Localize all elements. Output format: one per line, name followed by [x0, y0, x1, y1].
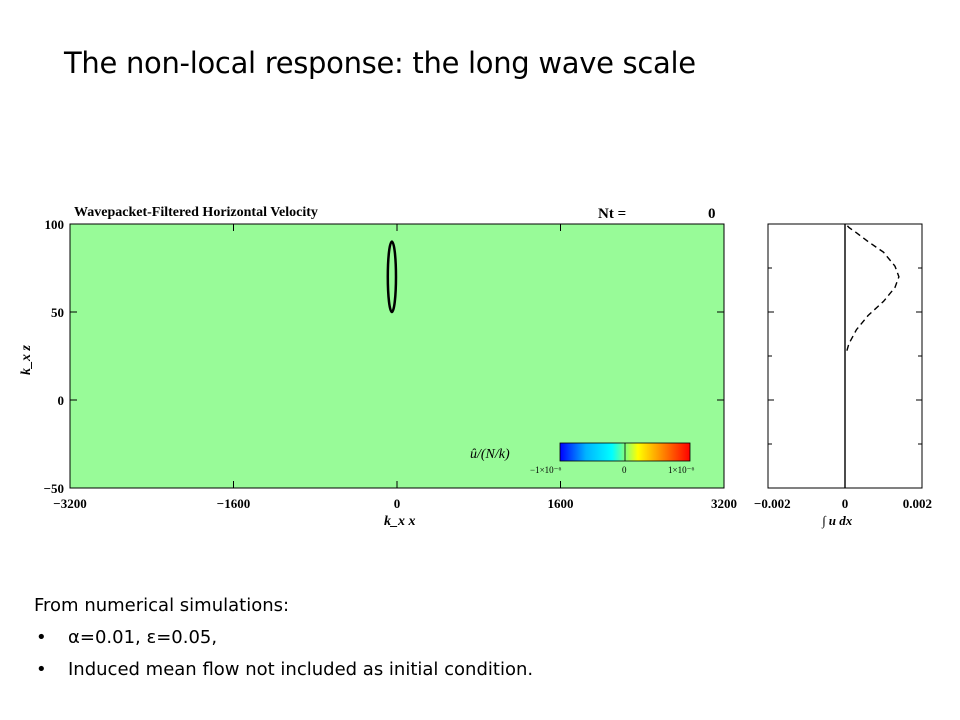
y-tick-label: 0	[58, 393, 65, 408]
wavepacket-contour	[386, 240, 398, 314]
slide-title: The non-local response: the long wave sc…	[64, 46, 696, 80]
side-x-tick-label: 0	[842, 496, 849, 511]
integrated-velocity-panel: −0.002 0 0.002 ∫ u dx	[754, 223, 932, 529]
heatmap-title: Wavepacket-Filtered Horizontal Velocity	[74, 205, 318, 220]
y-axis-label: k_x z	[19, 345, 34, 376]
x-axis-label: k_x x	[384, 514, 416, 529]
side-x-tick-label: 0.002	[903, 496, 932, 511]
dashed-profile-line	[845, 223, 900, 351]
colorbar-tick-zero: 0	[622, 465, 627, 475]
colorbar: û/(N/k) −1×10⁻⁶ 0 1×10⁻⁶	[470, 442, 694, 475]
time-label: Nt =	[598, 206, 626, 222]
notes-bullet-2: Induced mean flow not included as initia…	[34, 654, 533, 686]
x-tick-label: 3200	[711, 496, 737, 511]
velocity-heatmap-panel: Wavepacket-Filtered Horizontal Velocity …	[19, 205, 737, 529]
notes-bullet-1: α=0.01, ε=0.05,	[34, 622, 533, 654]
notes-heading: From numerical simulations:	[34, 595, 290, 616]
x-tick-label: −3200	[53, 496, 86, 511]
y-tick-label: 100	[45, 217, 65, 232]
x-tick-label: 0	[394, 496, 401, 511]
y-tick-label: 50	[51, 305, 64, 320]
notes-bullet-list: α=0.01, ε=0.05, Induced mean flow not in…	[34, 622, 533, 686]
colorbar-label: û/(N/k)	[470, 447, 510, 462]
side-panel-lines	[844, 223, 900, 488]
time-value: 0	[708, 206, 716, 222]
heatmap-ticks: −3200 −1600 0 1600 3200 100 50 0 −50	[44, 217, 737, 511]
side-x-tick-label: −0.002	[754, 496, 791, 511]
x-tick-label: −1600	[217, 496, 250, 511]
y-tick-label: −50	[44, 481, 64, 496]
colorbar-tick-max: 1×10⁻⁶	[668, 465, 694, 475]
colorbar-tick-min: −1×10⁻⁶	[530, 465, 562, 475]
x-tick-label: 1600	[548, 496, 574, 511]
notes-block: From numerical simulations: α=0.01, ε=0.…	[34, 590, 533, 686]
side-x-axis-label: ∫ u dx	[821, 513, 853, 529]
